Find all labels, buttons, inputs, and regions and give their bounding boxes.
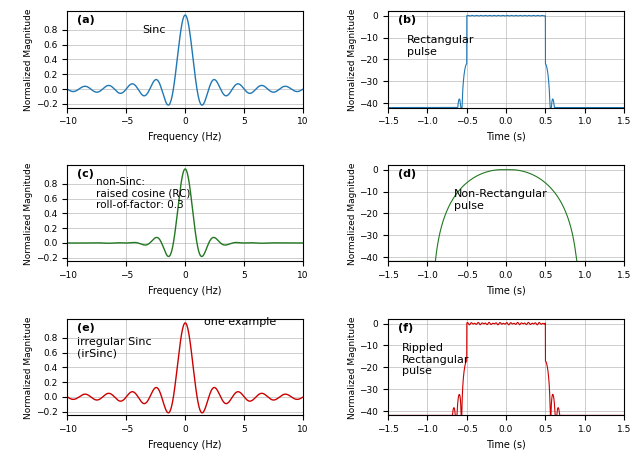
Text: (e): (e) xyxy=(77,323,94,333)
X-axis label: Time (s): Time (s) xyxy=(486,132,526,142)
Text: (a): (a) xyxy=(77,15,94,25)
X-axis label: Time (s): Time (s) xyxy=(486,286,526,296)
Y-axis label: Normalized Magnitude: Normalized Magnitude xyxy=(348,8,356,111)
Text: non-Sinc:
raised cosine (RC)
roll-of-factor: 0.3: non-Sinc: raised cosine (RC) roll-of-fac… xyxy=(95,177,190,210)
Text: Non-Rectangular
pulse: Non-Rectangular pulse xyxy=(454,189,548,211)
Y-axis label: Normalized Magnitude: Normalized Magnitude xyxy=(24,8,33,111)
Y-axis label: Normalized Magnitude: Normalized Magnitude xyxy=(348,316,356,419)
X-axis label: Time (s): Time (s) xyxy=(486,439,526,450)
Y-axis label: Normalized Magnitude: Normalized Magnitude xyxy=(24,316,33,419)
Text: Sinc: Sinc xyxy=(143,25,166,35)
Text: one example: one example xyxy=(204,317,276,327)
Text: Rippled
Rectangular
pulse: Rippled Rectangular pulse xyxy=(402,343,470,376)
Text: (d): (d) xyxy=(397,169,415,179)
X-axis label: Frequency (Hz): Frequency (Hz) xyxy=(148,439,222,450)
Text: (f): (f) xyxy=(397,323,413,333)
Y-axis label: Normalized Magnitude: Normalized Magnitude xyxy=(24,162,33,265)
Text: (b): (b) xyxy=(397,15,415,25)
Text: irregular Sinc
(irSinc): irregular Sinc (irSinc) xyxy=(77,336,151,358)
X-axis label: Frequency (Hz): Frequency (Hz) xyxy=(148,286,222,296)
Text: Rectangular
pulse: Rectangular pulse xyxy=(407,35,474,57)
Text: (c): (c) xyxy=(77,169,93,179)
X-axis label: Frequency (Hz): Frequency (Hz) xyxy=(148,132,222,142)
Y-axis label: Normalized Magnitude: Normalized Magnitude xyxy=(348,162,356,265)
